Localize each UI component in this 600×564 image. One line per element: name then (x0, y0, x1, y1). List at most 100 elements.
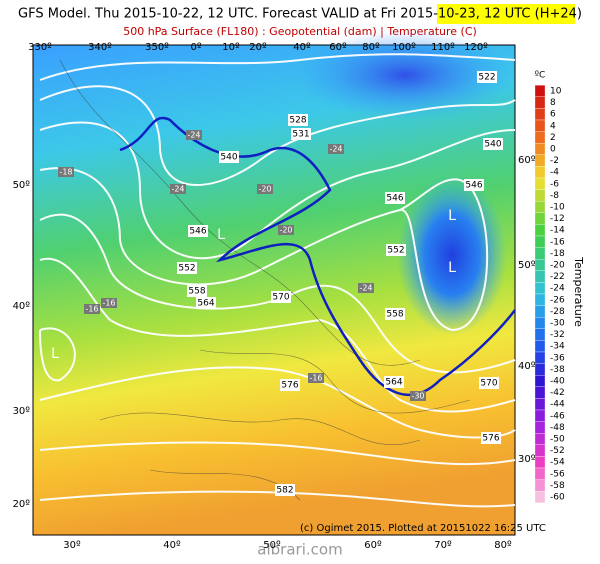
colorbar-cell (534, 305, 546, 318)
temperature-label: -30 (411, 392, 424, 401)
contour-label: 546 (465, 181, 482, 191)
colorbar-cell (534, 293, 546, 306)
colorbar-label: -42 (550, 388, 565, 398)
cold-core (397, 175, 507, 335)
colorbar-title: Temperature (572, 256, 585, 327)
low-pressure-marker: L (217, 227, 225, 243)
temperature-label: -24 (187, 131, 200, 140)
colorbar: 1086420-2-4-6-8-10-12-14-16-18-20-22-24-… (534, 85, 565, 503)
longitude-label: 40º (163, 540, 181, 551)
latitude-label: 60º (518, 155, 536, 166)
colorbar-label: -54 (550, 458, 565, 468)
watermark: albrari.com (257, 541, 342, 559)
longitude-label: 20º (249, 42, 267, 53)
low-pressure-marker: L (448, 208, 456, 224)
longitude-label: 80º (494, 540, 512, 551)
longitude-label: 340º (88, 42, 112, 53)
temperature-label-box (308, 373, 324, 383)
contour-label: 558 (188, 287, 205, 297)
low-pressure-marker: L (448, 260, 456, 276)
longitude-label: 0º (190, 42, 201, 53)
contour-label-box (188, 225, 208, 237)
colorbar-label: -40 (550, 377, 565, 387)
contour-label: 546 (386, 194, 403, 204)
contour-label: 552 (387, 246, 404, 256)
colorbar-unit: ºC (535, 71, 546, 81)
title-highlight (437, 4, 575, 24)
contour-label: 564 (385, 378, 402, 388)
temperature-label-box (170, 184, 186, 194)
contour-label-box (196, 297, 216, 309)
contour-label: 522 (478, 73, 495, 83)
colorbar-label: -50 (550, 435, 565, 445)
latitude-label: 50º (13, 180, 31, 191)
colorbar-label: 8 (550, 98, 556, 108)
colorbar-label: -18 (550, 249, 565, 259)
colorbar-cell (534, 421, 546, 434)
colorbar-cell (534, 108, 546, 121)
temperature-label: -16 (85, 305, 98, 314)
contour-label: 540 (220, 153, 237, 163)
contour-label-box (464, 179, 484, 191)
contour-label: 552 (178, 264, 195, 274)
colorbar-label: -14 (550, 226, 565, 236)
colorbar-label: -60 (550, 493, 565, 503)
temperature-label: -16 (309, 374, 322, 383)
colorbar-cell (534, 479, 546, 492)
contour-label-box (385, 192, 405, 204)
temperature-label-box (328, 144, 344, 154)
colorbar-label: -4 (550, 168, 559, 178)
colorbar-label: -2 (550, 156, 559, 166)
colorbar-label: -6 (550, 179, 559, 189)
colorbar-cell (534, 491, 546, 503)
borders (59, 59, 471, 501)
latitude-label: 40º (13, 301, 31, 312)
colorbar-label: -30 (550, 319, 565, 329)
colorbar-cell (534, 433, 546, 445)
colorbar-label: -28 (550, 307, 565, 317)
contour-label: 531 (292, 130, 309, 140)
colorbar-cell (534, 166, 546, 179)
temperature-label: -20 (279, 226, 292, 235)
contour-label: 576 (281, 381, 298, 391)
contour-label-box (280, 379, 300, 391)
colorbar-label: -22 (550, 272, 565, 282)
temperature-label: -18 (59, 168, 72, 177)
temperature-label-box (358, 283, 374, 293)
longitude-label: 330º (28, 42, 52, 53)
colorbar-label: 4 (550, 121, 556, 131)
colorbar-cell (534, 119, 546, 132)
colorbar-cell (534, 340, 546, 353)
colorbar-cell (534, 85, 546, 97)
colorbar-cell (534, 317, 546, 329)
title: GFS Model. Thu 2015-10-22, 12 UTC. Forec… (18, 7, 582, 22)
colorbar-label: -24 (550, 284, 565, 294)
contour-label-box (177, 262, 197, 274)
colorbar-label: -16 (550, 237, 565, 247)
colorbar-cell (534, 375, 546, 387)
colorbar-cell (534, 96, 546, 109)
colorbar-cell (534, 143, 546, 155)
colorbar-cell (534, 212, 546, 225)
longitude-label: 50º (263, 540, 281, 551)
colorbar-cell (534, 282, 546, 295)
contour-label: 564 (197, 299, 214, 309)
colorbar-cell (534, 235, 546, 248)
longitude-label: 10º (222, 42, 240, 53)
colorbar-cell (534, 351, 546, 364)
temperature-label: -24 (171, 185, 184, 194)
longitude-label: 110º (431, 42, 455, 53)
colorbar-label: -12 (550, 214, 565, 224)
colorbar-label: -48 (550, 423, 565, 433)
colorbar-cell (534, 444, 546, 457)
colorbar-label: -36 (550, 353, 565, 363)
contour-label-box (483, 138, 503, 150)
colorbar-cell (534, 456, 546, 469)
colorbar-cell (534, 398, 546, 411)
colorbar-label: -58 (550, 481, 565, 491)
colorbar-cell (534, 154, 546, 167)
temperature-label: -24 (359, 284, 372, 293)
temperature-label: -20 (258, 185, 271, 194)
contour-label-box (291, 128, 311, 140)
longitude-label: 120º (464, 42, 488, 53)
